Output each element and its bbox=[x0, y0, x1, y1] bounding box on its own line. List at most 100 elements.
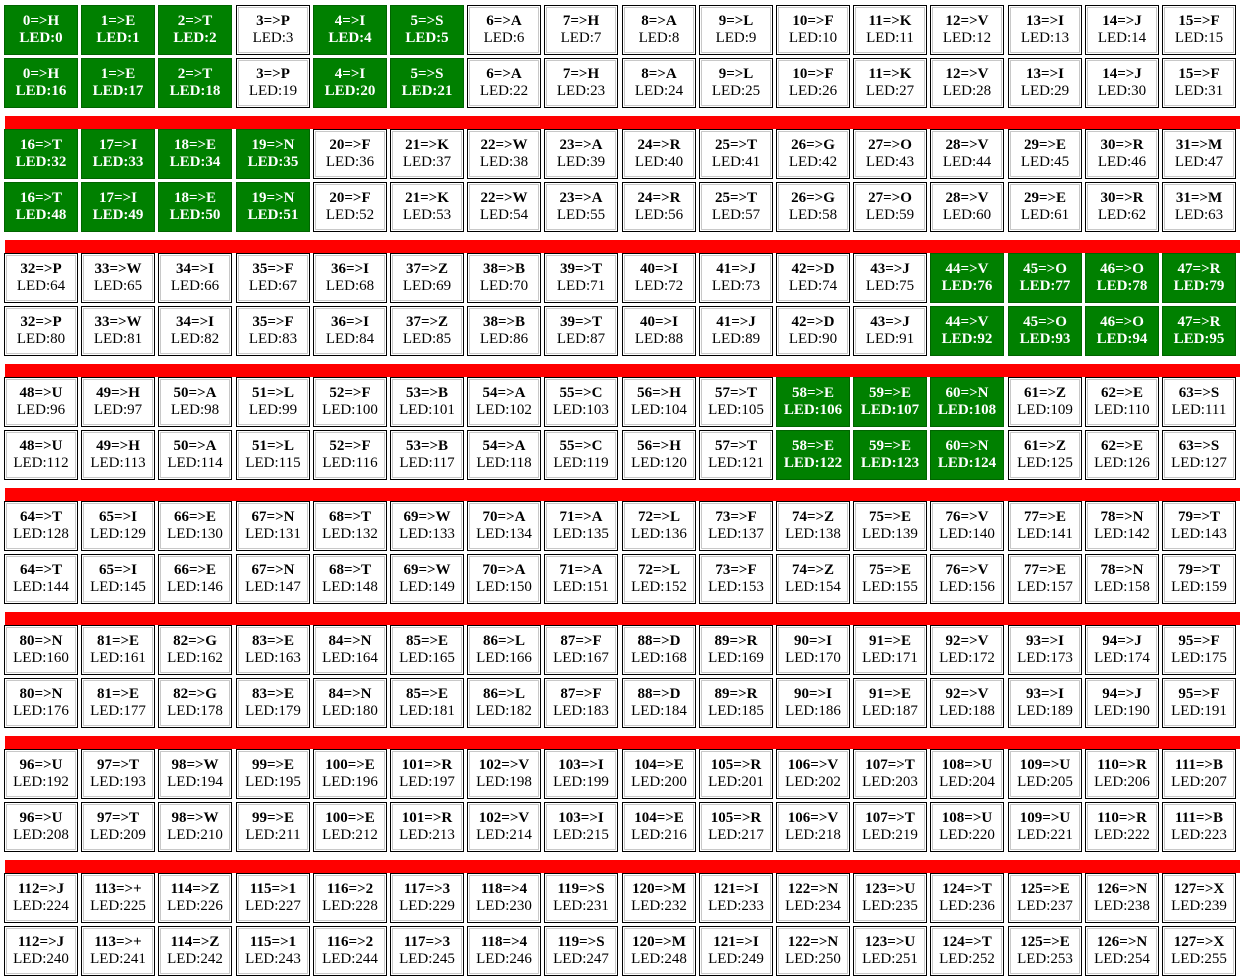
led-cell: 47=>R LED:79 bbox=[1162, 253, 1236, 303]
cell-char-label: 39=>T bbox=[559, 261, 603, 277]
cell-char-label: 2=>T bbox=[177, 66, 213, 82]
led-cell: 21=>K LED:37 bbox=[390, 129, 464, 179]
led-cell: 67=>N LED:147 bbox=[236, 554, 310, 604]
led-cell: 109=>U LED:205 bbox=[1008, 749, 1082, 799]
led-cell: 82=>G LED:162 bbox=[158, 625, 232, 675]
cell-led-label: LED:56 bbox=[634, 207, 684, 223]
cell-led-label: LED:98 bbox=[170, 402, 220, 418]
cell-led-label: LED:179 bbox=[245, 703, 301, 719]
cell-char-label: 86=>L bbox=[482, 633, 526, 649]
led-cell: 97=>T LED:193 bbox=[81, 749, 155, 799]
cell-led-label: LED:68 bbox=[325, 278, 375, 294]
cell-led-label: LED:86 bbox=[479, 331, 529, 347]
cell-led-label: LED:33 bbox=[92, 154, 144, 170]
cell-char-label: 119=>S bbox=[557, 881, 605, 897]
cell-led-label: LED:233 bbox=[708, 898, 764, 914]
cell-led-label: LED:129 bbox=[90, 526, 146, 542]
cell-led-label: LED:110 bbox=[1094, 402, 1150, 418]
led-cell: 110=>R LED:206 bbox=[1085, 749, 1159, 799]
cell-led-label: LED:164 bbox=[322, 650, 378, 666]
cell-led-label: LED:124 bbox=[937, 455, 997, 471]
cell-char-label: 89=>R bbox=[714, 633, 758, 649]
cell-led-label: LED:93 bbox=[1019, 331, 1071, 347]
cell-led-label: LED:182 bbox=[476, 703, 532, 719]
led-cell: 78=>N LED:142 bbox=[1085, 501, 1159, 551]
cell-led-label: LED:6 bbox=[483, 30, 525, 46]
led-cell: 52=>F LED:116 bbox=[313, 430, 387, 480]
led-cell: 49=>H LED:97 bbox=[81, 377, 155, 427]
cell-led-label: LED:249 bbox=[708, 951, 764, 967]
cell-led-label: LED:140 bbox=[939, 526, 995, 542]
cell-led-label: LED:224 bbox=[13, 898, 69, 914]
led-cell: 99=>E LED:195 bbox=[236, 749, 310, 799]
cell-char-label: 20=>F bbox=[329, 137, 371, 153]
cell-led-label: LED:117 bbox=[399, 455, 455, 471]
cell-char-label: 22=>W bbox=[480, 137, 528, 153]
cell-char-label: 113=>+ bbox=[94, 934, 142, 950]
cell-char-label: 23=>A bbox=[559, 137, 603, 153]
led-cell: 120=>M LED:248 bbox=[622, 926, 696, 976]
cell-led-label: LED:13 bbox=[1020, 30, 1070, 46]
led-cell: 94=>J LED:174 bbox=[1085, 625, 1159, 675]
cell-led-label: LED:254 bbox=[1094, 951, 1150, 967]
cell-led-label: LED:244 bbox=[322, 951, 378, 967]
cell-char-label: 3=>P bbox=[256, 13, 290, 29]
cell-led-label: LED:194 bbox=[167, 774, 223, 790]
cell-char-label: 49=>H bbox=[96, 385, 140, 401]
cell-char-label: 62=>E bbox=[1100, 385, 1144, 401]
cell-char-label: 99=>E bbox=[251, 810, 295, 826]
led-cell: 33=>W LED:81 bbox=[81, 306, 155, 356]
cell-led-label: LED:228 bbox=[322, 898, 378, 914]
led-cell: 48=>U LED:96 bbox=[4, 377, 78, 427]
cell-led-label: LED:153 bbox=[708, 579, 764, 595]
cell-char-label: 9=>L bbox=[718, 13, 754, 29]
cell-char-label: 44=>V bbox=[945, 261, 989, 277]
cell-led-label: LED:159 bbox=[1171, 579, 1227, 595]
cell-led-label: LED:204 bbox=[939, 774, 995, 790]
cell-led-label: LED:178 bbox=[167, 703, 223, 719]
led-cell: 38=>B LED:70 bbox=[467, 253, 541, 303]
led-cell: 37=>Z LED:69 bbox=[390, 253, 464, 303]
cell-char-label: 124=>T bbox=[942, 934, 992, 950]
cell-char-label: 70=>A bbox=[482, 509, 526, 525]
cell-char-label: 95=>F bbox=[1178, 686, 1220, 702]
cell-char-label: 12=>V bbox=[945, 66, 989, 82]
cell-char-label: 120=>M bbox=[632, 934, 686, 950]
cell-led-label: LED:234 bbox=[785, 898, 841, 914]
led-cell: 122=>N LED:234 bbox=[776, 873, 850, 923]
cell-char-label: 107=>T bbox=[865, 810, 915, 826]
cell-char-label: 53=>B bbox=[405, 438, 449, 454]
cell-char-label: 85=>E bbox=[405, 633, 449, 649]
cell-char-label: 123=>U bbox=[864, 881, 916, 897]
cell-led-label: LED:130 bbox=[167, 526, 223, 542]
cell-led-label: LED:144 bbox=[13, 579, 69, 595]
cell-led-label: LED:27 bbox=[865, 83, 915, 99]
cell-char-label: 49=>H bbox=[96, 438, 140, 454]
cell-char-label: 76=>V bbox=[945, 509, 989, 525]
led-cell: 32=>P LED:64 bbox=[4, 253, 78, 303]
cell-led-label: LED:99 bbox=[248, 402, 298, 418]
cell-char-label: 50=>A bbox=[173, 438, 217, 454]
cell-char-label: 81=>E bbox=[96, 633, 140, 649]
led-cell: 1=>E LED:17 bbox=[81, 58, 155, 108]
cell-led-label: LED:112 bbox=[13, 455, 69, 471]
cell-led-label: LED:0 bbox=[19, 30, 63, 46]
row-separator-bar bbox=[5, 364, 1240, 377]
led-cell: 114=>Z LED:242 bbox=[158, 926, 232, 976]
cell-led-label: LED:185 bbox=[708, 703, 764, 719]
led-cell: 72=>L LED:152 bbox=[622, 554, 696, 604]
led-cell: 18=>E LED:50 bbox=[158, 182, 232, 232]
cell-char-label: 59=>E bbox=[868, 385, 912, 401]
cell-led-label: LED:184 bbox=[631, 703, 687, 719]
led-cell: 75=>E LED:155 bbox=[853, 554, 927, 604]
cell-led-label: LED:148 bbox=[322, 579, 378, 595]
led-cell: 8=>A LED:24 bbox=[622, 58, 696, 108]
led-cell: 60=>N LED:124 bbox=[930, 430, 1004, 480]
cell-led-label: LED:2 bbox=[173, 30, 217, 46]
led-cell: 70=>A LED:134 bbox=[467, 501, 541, 551]
led-cell: 107=>T LED:219 bbox=[853, 802, 927, 852]
cell-char-label: 35=>F bbox=[252, 261, 294, 277]
cell-led-label: LED:5 bbox=[405, 30, 449, 46]
led-cell: 111=>B LED:207 bbox=[1162, 749, 1236, 799]
cell-char-label: 78=>N bbox=[1100, 562, 1144, 578]
